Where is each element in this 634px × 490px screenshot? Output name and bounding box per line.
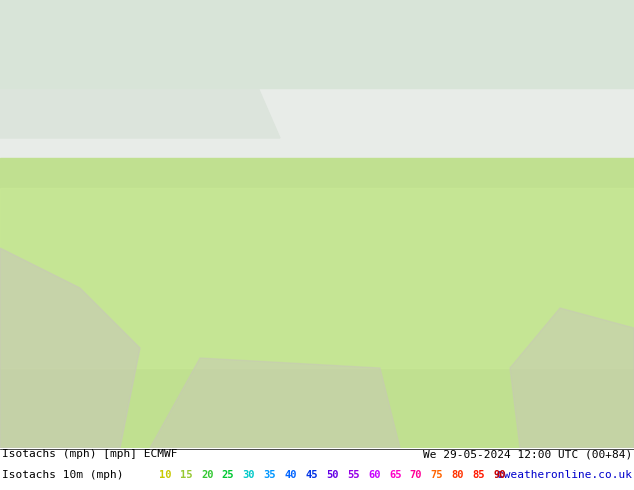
Polygon shape <box>0 248 140 448</box>
Text: 90: 90 <box>493 470 506 480</box>
Polygon shape <box>0 0 634 88</box>
Text: We 29-05-2024 12:00 UTC (00+84): We 29-05-2024 12:00 UTC (00+84) <box>423 449 632 459</box>
Text: 50: 50 <box>327 470 339 480</box>
Polygon shape <box>150 358 400 448</box>
Text: 10: 10 <box>159 470 172 480</box>
Text: 60: 60 <box>368 470 380 480</box>
Text: ©weatheronline.co.uk: ©weatheronline.co.uk <box>497 470 632 480</box>
Text: 45: 45 <box>306 470 318 480</box>
Text: Isotachs 10m (mph): Isotachs 10m (mph) <box>2 470 124 480</box>
Polygon shape <box>0 188 634 368</box>
Text: 65: 65 <box>389 470 401 480</box>
Text: 25: 25 <box>222 470 235 480</box>
Text: 40: 40 <box>285 470 297 480</box>
Polygon shape <box>0 158 634 448</box>
Text: Isotachs (mph) [mph] ECMWF: Isotachs (mph) [mph] ECMWF <box>2 449 178 459</box>
Polygon shape <box>0 0 634 178</box>
Text: 80: 80 <box>451 470 464 480</box>
Text: 85: 85 <box>472 470 485 480</box>
Text: 75: 75 <box>430 470 443 480</box>
Polygon shape <box>510 308 634 448</box>
Text: 70: 70 <box>410 470 422 480</box>
Text: 30: 30 <box>243 470 256 480</box>
Text: 15: 15 <box>180 470 193 480</box>
Text: 35: 35 <box>264 470 276 480</box>
Text: 55: 55 <box>347 470 359 480</box>
Polygon shape <box>0 0 280 138</box>
Text: 20: 20 <box>201 470 214 480</box>
